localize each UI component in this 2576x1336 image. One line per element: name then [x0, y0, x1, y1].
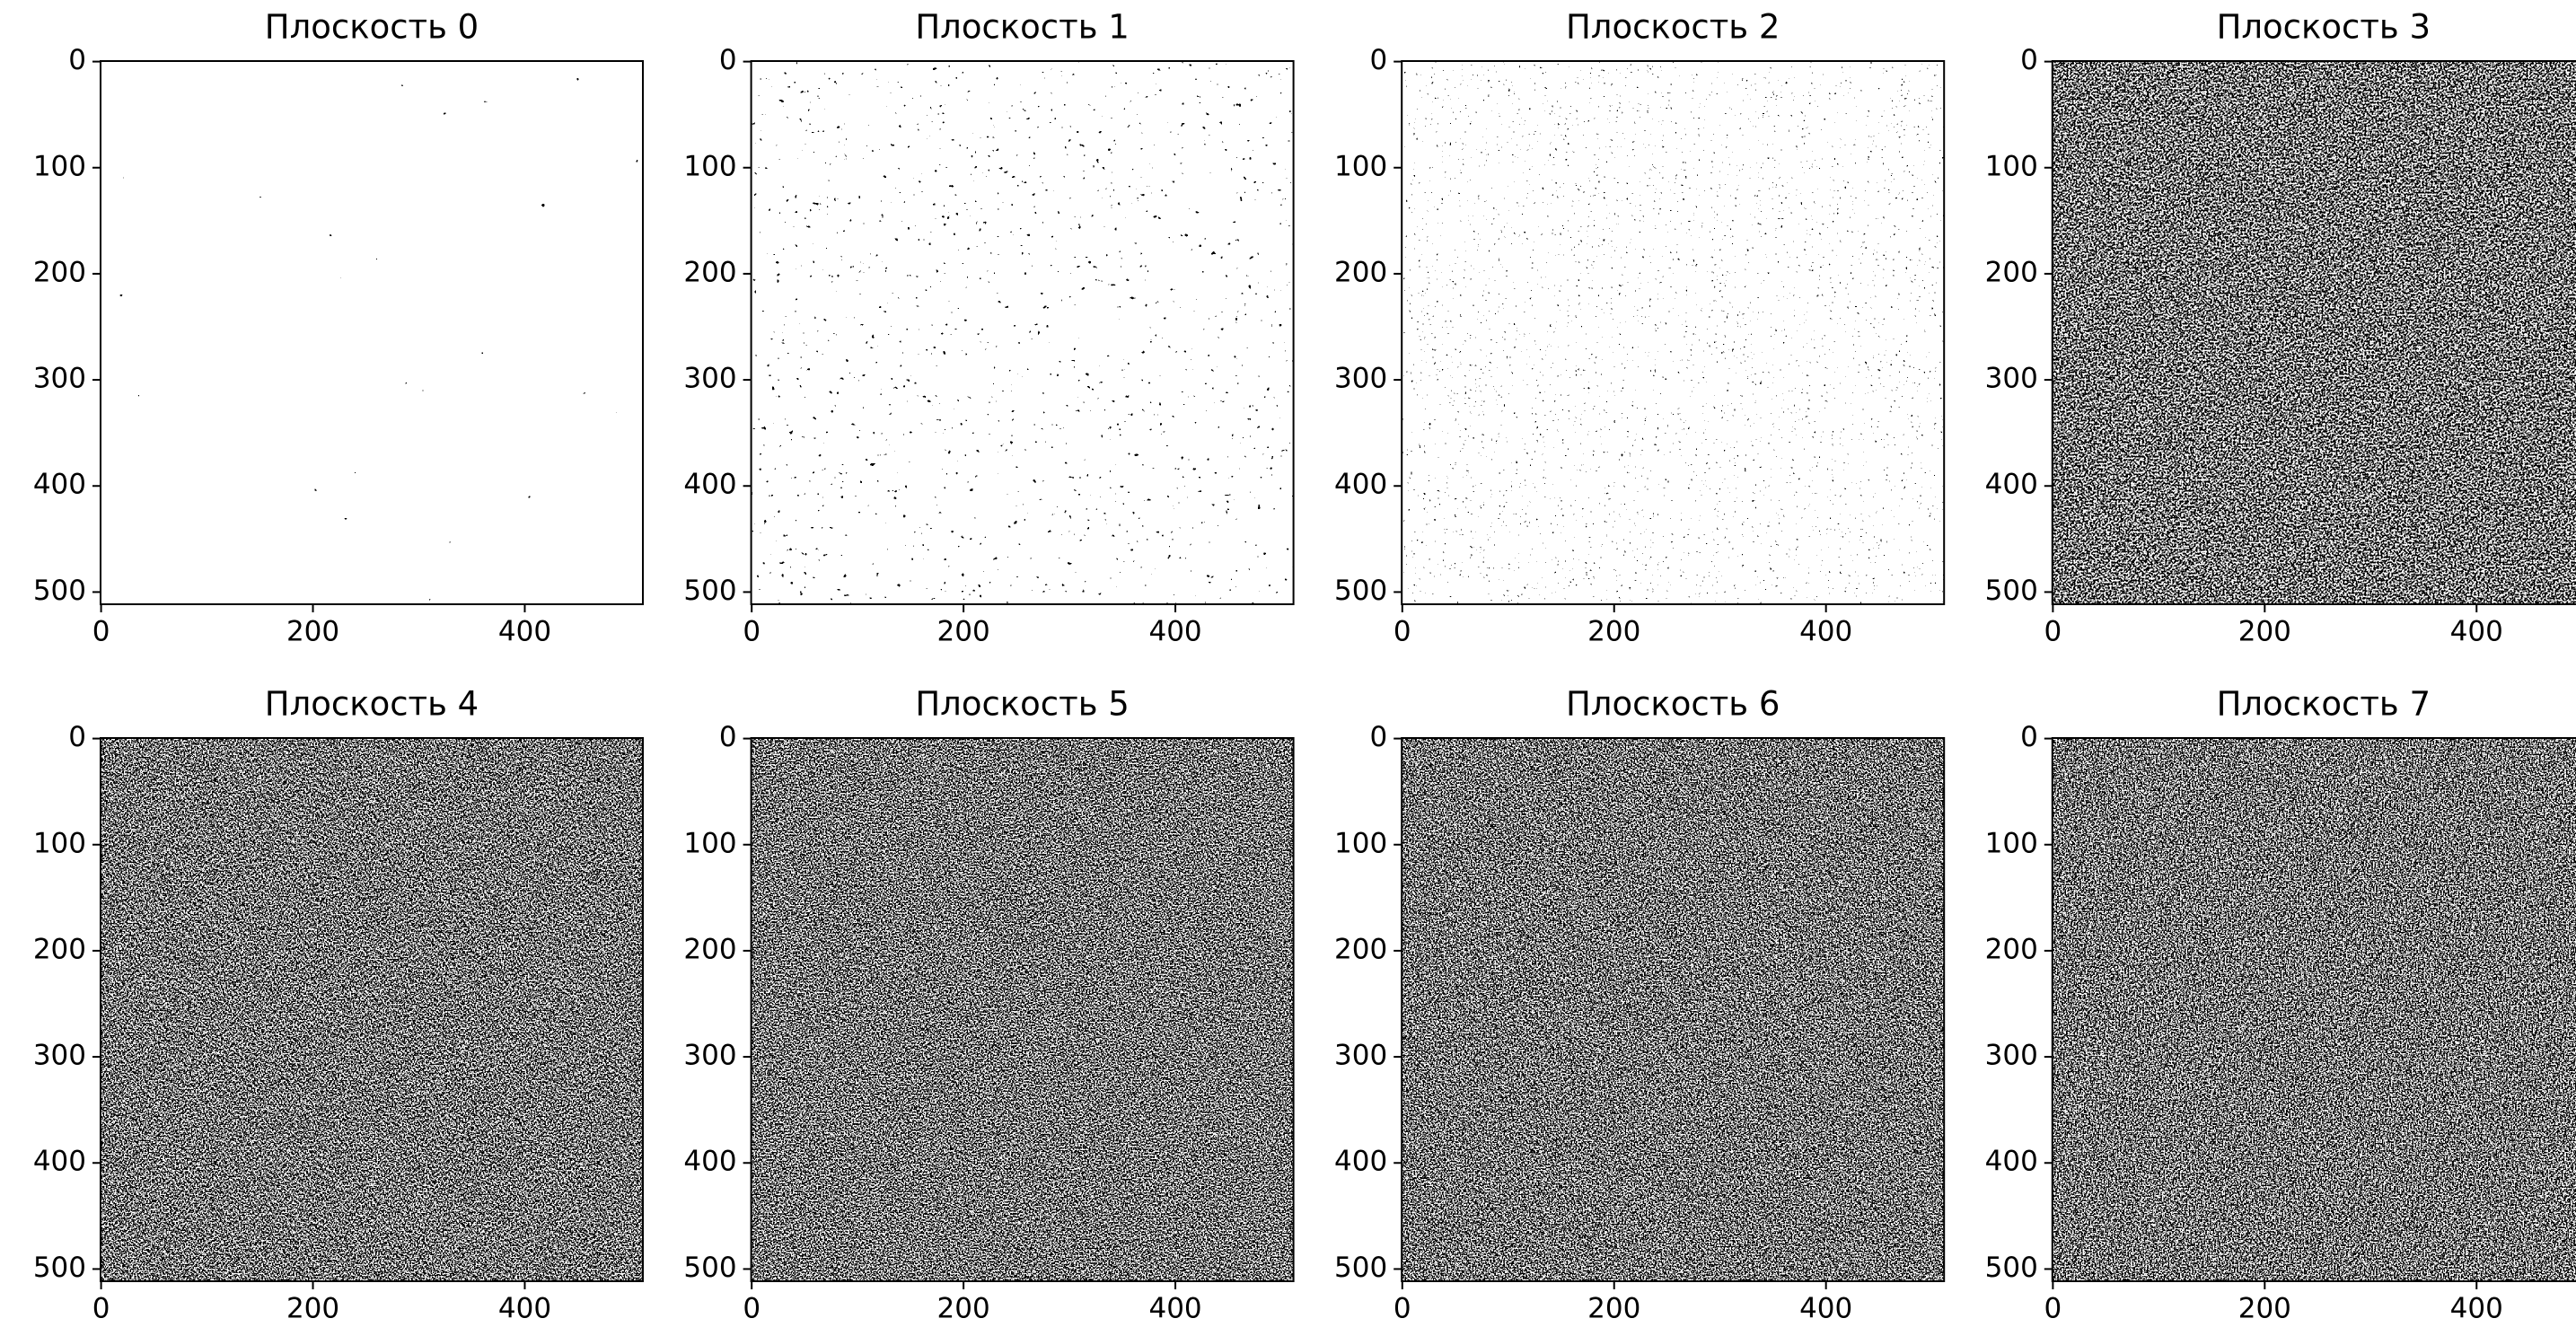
y-tick-label: 0 [1369, 721, 1387, 753]
x-tick-label: 400 [1148, 616, 1201, 648]
y-tick-label: 300 [1334, 363, 1387, 395]
axes-frame [100, 60, 644, 605]
image [101, 738, 643, 1281]
y-tick-label: 400 [683, 1146, 736, 1178]
x-tick-label: 200 [2238, 616, 2291, 648]
axes-frame [1401, 737, 1946, 1282]
image [2052, 61, 2576, 604]
image [1402, 738, 1945, 1281]
y-tick-label: 100 [1985, 827, 2038, 859]
x-tick-label: 400 [2450, 1293, 2503, 1325]
y-tick-label: 300 [1985, 1040, 2038, 1072]
y-tick-label: 400 [1334, 1146, 1387, 1178]
y-tick-label: 100 [1334, 150, 1387, 182]
y-tick-label: 500 [683, 575, 736, 607]
axes-frame [1401, 60, 1946, 605]
x-tick-label: 400 [498, 1293, 551, 1325]
x-tick-label: 0 [1394, 1293, 1411, 1325]
y-tick-label: 200 [683, 933, 736, 965]
axes-frame [2051, 60, 2576, 605]
x-tick-label: 400 [1799, 616, 1852, 648]
x-tick-label: 200 [937, 1293, 990, 1325]
y-tick-label: 0 [2020, 44, 2038, 76]
y-tick-label: 200 [1334, 933, 1387, 965]
image [101, 61, 643, 604]
subplot-title: Плоскость 6 [1566, 685, 1780, 724]
x-tick-label: 400 [2450, 616, 2503, 648]
x-tick-label: 0 [2044, 616, 2062, 648]
image [1402, 61, 1945, 604]
y-tick-label: 300 [33, 1040, 86, 1072]
y-tick-label: 300 [683, 1040, 736, 1072]
y-tick-label: 200 [683, 256, 736, 288]
x-tick-label: 0 [1394, 616, 1411, 648]
y-tick-label: 0 [68, 721, 86, 753]
x-tick-label: 200 [1587, 616, 1640, 648]
x-tick-label: 200 [286, 616, 339, 648]
y-tick-label: 100 [683, 150, 736, 182]
subplot-title: Плоскость 7 [2217, 685, 2431, 724]
axes-frame [750, 737, 1295, 1282]
subplot-title: Плоскость 0 [265, 8, 479, 47]
y-tick-label: 0 [719, 44, 737, 76]
y-tick-label: 300 [683, 363, 736, 395]
y-tick-label: 400 [1334, 469, 1387, 501]
y-tick-label: 200 [1334, 256, 1387, 288]
y-tick-label: 500 [683, 1252, 736, 1284]
y-tick-label: 500 [1985, 575, 2038, 607]
x-tick-label: 400 [1148, 1293, 1201, 1325]
y-tick-label: 400 [683, 469, 736, 501]
y-tick-label: 100 [33, 827, 86, 859]
y-tick-label: 500 [1985, 1252, 2038, 1284]
subplot-title: Плоскость 5 [915, 685, 1129, 724]
axes-frame [750, 60, 1295, 605]
y-tick-label: 200 [33, 256, 86, 288]
y-tick-label: 300 [33, 363, 86, 395]
y-tick-label: 100 [1985, 150, 2038, 182]
y-tick-label: 400 [33, 469, 86, 501]
y-tick-label: 500 [33, 575, 86, 607]
x-tick-label: 0 [92, 1293, 110, 1325]
y-tick-label: 300 [1985, 363, 2038, 395]
y-tick-label: 400 [1985, 1146, 2038, 1178]
image [2052, 738, 2576, 1281]
x-tick-label: 200 [2238, 1293, 2291, 1325]
image [751, 61, 1294, 604]
y-tick-label: 200 [1985, 933, 2038, 965]
subplot-title: Плоскость 1 [915, 8, 1129, 47]
x-tick-label: 0 [743, 616, 760, 648]
y-tick-label: 300 [1334, 1040, 1387, 1072]
y-tick-label: 0 [2020, 721, 2038, 753]
y-tick-label: 0 [1369, 44, 1387, 76]
axes-frame [2051, 737, 2576, 1282]
subplot-title: Плоскость 2 [1566, 8, 1780, 47]
x-tick-label: 0 [743, 1293, 760, 1325]
x-tick-label: 400 [1799, 1293, 1852, 1325]
x-tick-label: 200 [937, 616, 990, 648]
y-tick-label: 200 [1985, 256, 2038, 288]
image [751, 738, 1294, 1281]
y-tick-label: 400 [1985, 469, 2038, 501]
x-tick-label: 200 [1587, 1293, 1640, 1325]
y-tick-label: 500 [1334, 1252, 1387, 1284]
y-tick-label: 400 [33, 1146, 86, 1178]
y-tick-label: 500 [1334, 575, 1387, 607]
y-tick-label: 500 [33, 1252, 86, 1284]
y-tick-label: 100 [1334, 827, 1387, 859]
x-tick-label: 0 [92, 616, 110, 648]
y-tick-label: 0 [719, 721, 737, 753]
x-tick-label: 400 [498, 616, 551, 648]
x-tick-label: 200 [286, 1293, 339, 1325]
y-tick-label: 0 [68, 44, 86, 76]
axes-frame [100, 737, 644, 1282]
subplot-title: Плоскость 3 [2217, 8, 2431, 47]
subplot-title: Плоскость 4 [265, 685, 479, 724]
y-tick-label: 100 [683, 827, 736, 859]
x-tick-label: 0 [2044, 1293, 2062, 1325]
y-tick-label: 200 [33, 933, 86, 965]
y-tick-label: 100 [33, 150, 86, 182]
